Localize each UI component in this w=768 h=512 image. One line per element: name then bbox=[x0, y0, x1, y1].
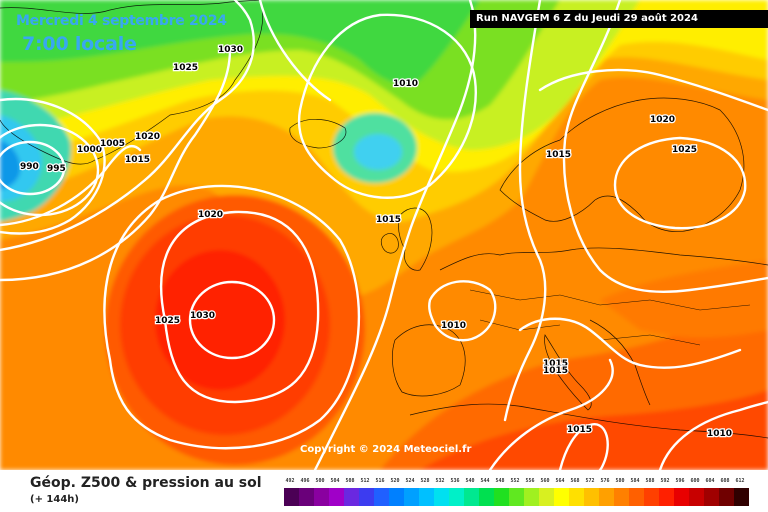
legend-swatch bbox=[659, 488, 674, 506]
legend-swatch bbox=[704, 488, 719, 506]
legend-swatch bbox=[509, 488, 524, 506]
legend-tick-label: 592 bbox=[660, 478, 670, 484]
legend-tick-label: 584 bbox=[630, 478, 640, 484]
forecast-lead-time: (+ 144h) bbox=[30, 494, 79, 505]
legend-tick-label: 572 bbox=[585, 478, 595, 484]
forecast-map: 1030 1025 1010 1020 1025 990 995 1000 10… bbox=[0, 0, 768, 470]
isobar-label: 1030 bbox=[218, 45, 243, 55]
model-run-info: Run NAVGEM 6 Z du Jeudi 29 août 2024 bbox=[470, 10, 768, 28]
isobar-label: 1015 bbox=[543, 366, 568, 376]
legend-tick-label: 500 bbox=[315, 478, 325, 484]
legend-tick-label: 564 bbox=[555, 478, 565, 484]
isobar-label: 1020 bbox=[198, 210, 223, 220]
legend-tick-label: 576 bbox=[600, 478, 610, 484]
legend-tick-label: 548 bbox=[495, 478, 505, 484]
legend-tick-label: 556 bbox=[525, 478, 535, 484]
map-canvas: 1030 1025 1010 1020 1025 990 995 1000 10… bbox=[0, 0, 768, 470]
legend-swatch bbox=[539, 488, 554, 506]
legend-tick-label: 596 bbox=[675, 478, 685, 484]
legend-swatch bbox=[614, 488, 629, 506]
isobar-label: 1015 bbox=[376, 215, 401, 225]
isobar-label: 1015 bbox=[125, 155, 150, 165]
legend-swatch bbox=[314, 488, 329, 506]
isobar-label: 1025 bbox=[173, 63, 198, 73]
isobar-label: 1005 bbox=[100, 139, 125, 149]
legend-swatch bbox=[404, 488, 419, 506]
legend-swatch bbox=[554, 488, 569, 506]
legend-tick-label: 604 bbox=[705, 478, 715, 484]
legend-tick-label: 532 bbox=[435, 478, 445, 484]
chart-title: Géop. Z500 & pression au sol bbox=[30, 475, 262, 491]
legend-swatch bbox=[689, 488, 704, 506]
legend-swatch bbox=[419, 488, 434, 506]
legend-tick-label: 540 bbox=[465, 478, 475, 484]
isobar-label: 1025 bbox=[155, 316, 180, 326]
legend-swatch bbox=[569, 488, 584, 506]
isobar-label: 1020 bbox=[135, 132, 160, 142]
legend-swatch bbox=[449, 488, 464, 506]
legend-tick-label: 512 bbox=[360, 478, 370, 484]
isobar-label: 1010 bbox=[441, 321, 466, 331]
geopotential-field bbox=[0, 0, 768, 470]
legend-tick-label: 536 bbox=[450, 478, 460, 484]
isobar-label: 990 bbox=[20, 162, 39, 172]
isobar-lines bbox=[0, 0, 768, 470]
legend-swatch bbox=[389, 488, 404, 506]
isobar-label: 1015 bbox=[543, 359, 568, 369]
legend-tick-label: 516 bbox=[375, 478, 385, 484]
legend-tick-label: 600 bbox=[690, 478, 700, 484]
legend-tick-label: 568 bbox=[570, 478, 580, 484]
legend-swatch bbox=[524, 488, 539, 506]
legend-tick-label: 528 bbox=[420, 478, 430, 484]
legend-tick-label: 588 bbox=[645, 478, 655, 484]
legend-swatch bbox=[644, 488, 659, 506]
legend-swatch bbox=[599, 488, 614, 506]
legend-swatch bbox=[344, 488, 359, 506]
legend-swatch bbox=[734, 488, 749, 506]
isobar-label: 1015 bbox=[546, 150, 571, 160]
legend-tick-label: 496 bbox=[300, 478, 310, 484]
legend-tick-label: 492 bbox=[285, 478, 295, 484]
legend-tick-label: 544 bbox=[480, 478, 490, 484]
isobar-label: 1020 bbox=[650, 115, 675, 125]
legend-swatch bbox=[479, 488, 494, 506]
legend-swatch bbox=[299, 488, 314, 506]
legend-swatch bbox=[434, 488, 449, 506]
legend-tick-label: 552 bbox=[510, 478, 520, 484]
footer-bar: Géop. Z500 & pression au sol (+ 144h) 49… bbox=[0, 470, 768, 512]
isobar-label: 1010 bbox=[393, 79, 418, 89]
legend-tick-label: 560 bbox=[540, 478, 550, 484]
legend-tick-label: 520 bbox=[390, 478, 400, 484]
legend-swatch bbox=[494, 488, 509, 506]
forecast-time: 7:00 locale bbox=[22, 33, 137, 55]
legend-swatch bbox=[464, 488, 479, 506]
isobar-label: 1015 bbox=[567, 425, 592, 435]
legend-swatch bbox=[674, 488, 689, 506]
isobar-label: 1030 bbox=[190, 311, 215, 321]
legend-tick-label: 504 bbox=[330, 478, 340, 484]
legend-tick-label: 612 bbox=[735, 478, 745, 484]
forecast-date: Mercredi 4 septembre 2024 bbox=[16, 13, 227, 29]
legend-tick-label: 508 bbox=[345, 478, 355, 484]
legend-swatch bbox=[359, 488, 374, 506]
legend-swatch bbox=[584, 488, 599, 506]
legend-tick-label: 580 bbox=[615, 478, 625, 484]
legend-swatch bbox=[329, 488, 344, 506]
legend-swatch bbox=[284, 488, 299, 506]
isobar-label: 1025 bbox=[672, 145, 697, 155]
coastlines bbox=[0, 0, 768, 439]
legend-swatch bbox=[629, 488, 644, 506]
legend-swatch bbox=[374, 488, 389, 506]
legend-tick-label: 524 bbox=[405, 478, 415, 484]
legend-tick-label: 608 bbox=[720, 478, 730, 484]
legend-swatch bbox=[719, 488, 734, 506]
isobar-label: 1000 bbox=[77, 145, 102, 155]
isobar-label: 1010 bbox=[707, 429, 732, 439]
isobar-label: 995 bbox=[47, 164, 66, 174]
isobar-labels: 1030 1025 1010 1020 1025 990 995 1000 10… bbox=[19, 44, 734, 441]
copyright-notice: Copyright © 2024 Meteociel.fr bbox=[300, 444, 472, 455]
